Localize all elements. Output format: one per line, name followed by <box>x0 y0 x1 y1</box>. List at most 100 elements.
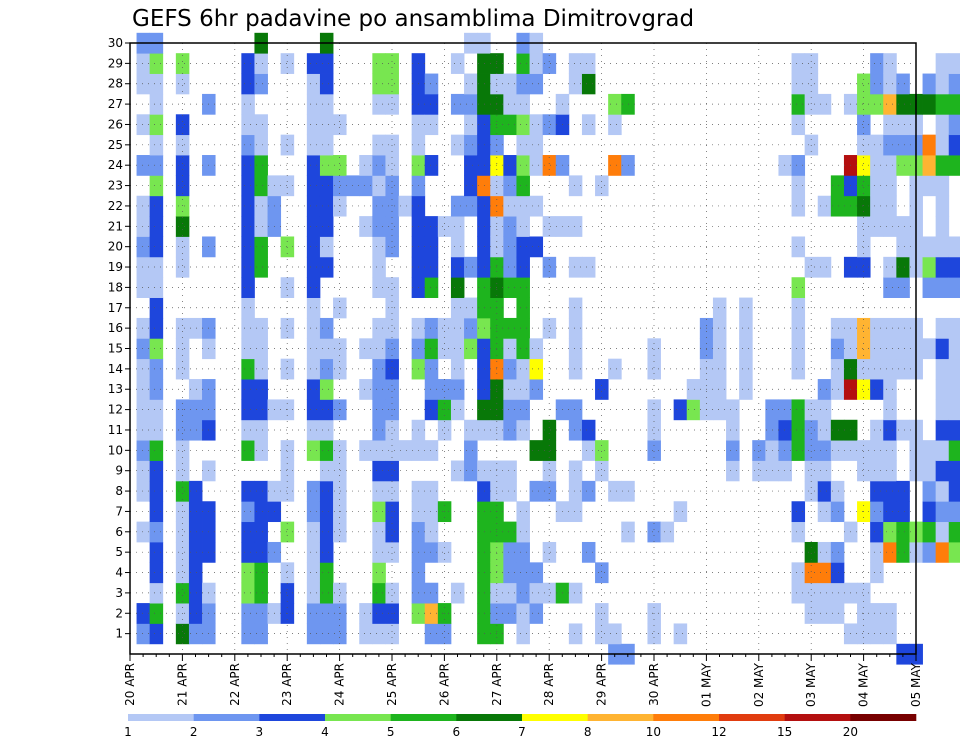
heatmap-cell <box>516 623 530 645</box>
heatmap-cell <box>175 53 190 74</box>
x-tick-label: 20 APR <box>123 663 137 706</box>
heatmap-cell <box>503 603 517 624</box>
heatmap-cell <box>241 338 255 360</box>
heatmap-cell <box>464 338 478 360</box>
y-tick-label: 15 <box>108 342 123 356</box>
heatmap-cell <box>817 256 832 278</box>
heatmap-cell <box>883 195 897 217</box>
heatmap-cell <box>306 623 321 645</box>
heatmap-cell <box>922 236 937 258</box>
heatmap-cell <box>477 134 491 156</box>
y-tick-label: 13 <box>108 382 123 396</box>
heatmap-cell <box>791 440 806 461</box>
x-tick-label: 29 APR <box>595 663 609 706</box>
heatmap-cell <box>149 399 164 421</box>
heatmap-cell <box>647 419 661 441</box>
heatmap-cell <box>922 521 937 543</box>
heatmap-cell <box>450 379 465 400</box>
heatmap-cell <box>857 175 871 197</box>
heatmap-cell <box>542 317 557 339</box>
heatmap-cell <box>857 216 871 237</box>
heatmap-cell <box>870 175 884 197</box>
x-tick-label: 03 MAY <box>804 662 818 707</box>
heatmap-cell <box>581 73 596 95</box>
heatmap-cell <box>935 216 950 237</box>
heatmap-cell <box>385 358 399 380</box>
heatmap-cell <box>922 277 937 298</box>
heatmap-cell <box>922 541 937 563</box>
heatmap-cell <box>175 317 190 339</box>
heatmap-cell <box>830 195 845 217</box>
heatmap-cell <box>464 440 478 461</box>
x-tick-label: 24 APR <box>333 663 347 706</box>
heatmap-cell <box>254 236 268 258</box>
heatmap-cell <box>791 53 806 74</box>
heatmap-cell <box>516 603 530 624</box>
heatmap-cell <box>424 379 439 400</box>
heatmap-cell <box>883 603 897 624</box>
heatmap-cell <box>359 623 373 645</box>
heatmap-cell <box>529 358 544 380</box>
heatmap-cell <box>516 155 530 176</box>
heatmap-cell <box>372 480 386 502</box>
heatmap-cell <box>319 216 334 237</box>
heatmap-cell <box>608 480 622 502</box>
y-tick-label: 16 <box>108 321 123 335</box>
heatmap-cell <box>437 623 452 645</box>
heatmap-cell <box>372 603 386 624</box>
heatmap-cell <box>817 541 832 563</box>
colorbar-label: 15 <box>777 725 792 739</box>
heatmap-cell <box>477 582 491 604</box>
heatmap-cell <box>280 440 295 461</box>
heatmap-cell <box>883 480 897 502</box>
heatmap-cell <box>516 256 530 278</box>
heatmap-cell <box>503 419 517 441</box>
heatmap-cell <box>372 562 386 584</box>
heatmap-cell <box>188 582 203 604</box>
heatmap-cell <box>870 603 884 624</box>
heatmap-cell <box>516 562 530 584</box>
heatmap-cell <box>948 155 960 176</box>
heatmap-cell <box>804 440 819 461</box>
colorbar-swatch <box>390 714 457 721</box>
heatmap-cell <box>791 93 806 115</box>
heatmap-cell <box>516 541 530 563</box>
heatmap-cell <box>175 358 190 380</box>
heatmap-cell <box>516 236 530 258</box>
heatmap-cell <box>424 358 439 380</box>
heatmap-cell <box>241 277 255 298</box>
heatmap-cell <box>319 175 334 197</box>
y-axis-ticks: 1234567891011121314151617181920212223242… <box>108 36 130 641</box>
heatmap-cell <box>241 480 255 502</box>
heatmap-cell <box>804 480 819 502</box>
heatmap-cell <box>149 317 164 339</box>
heatmap-cell <box>175 256 190 278</box>
heatmap-cell <box>385 195 399 217</box>
colorbar-swatch <box>325 714 391 721</box>
heatmap-cell <box>542 419 557 441</box>
heatmap-cell <box>935 399 950 421</box>
y-tick-label: 28 <box>108 77 123 91</box>
heatmap-cell <box>149 155 164 176</box>
heatmap-cell <box>254 175 268 197</box>
heatmap-cell <box>241 155 255 176</box>
heatmap-cell <box>870 93 884 115</box>
heatmap-cell <box>948 358 960 380</box>
heatmap-cell <box>254 216 268 237</box>
heatmap-cell <box>385 419 399 441</box>
heatmap-cell <box>830 358 845 380</box>
heatmap-cell <box>791 155 806 176</box>
heatmap-cell <box>948 256 960 278</box>
heatmap-cell <box>896 317 910 339</box>
heatmap-cell <box>948 379 960 400</box>
heatmap-cell <box>241 521 255 543</box>
heatmap-cell <box>726 419 740 441</box>
heatmap-cell <box>922 93 937 115</box>
heatmap-cell <box>830 440 845 461</box>
heatmap-cell <box>241 53 255 74</box>
heatmap-cell <box>280 277 295 298</box>
heatmap-cell <box>595 175 609 197</box>
heatmap-cell <box>804 460 819 482</box>
heatmap-cell <box>791 521 806 543</box>
heatmap-cell <box>424 114 439 136</box>
